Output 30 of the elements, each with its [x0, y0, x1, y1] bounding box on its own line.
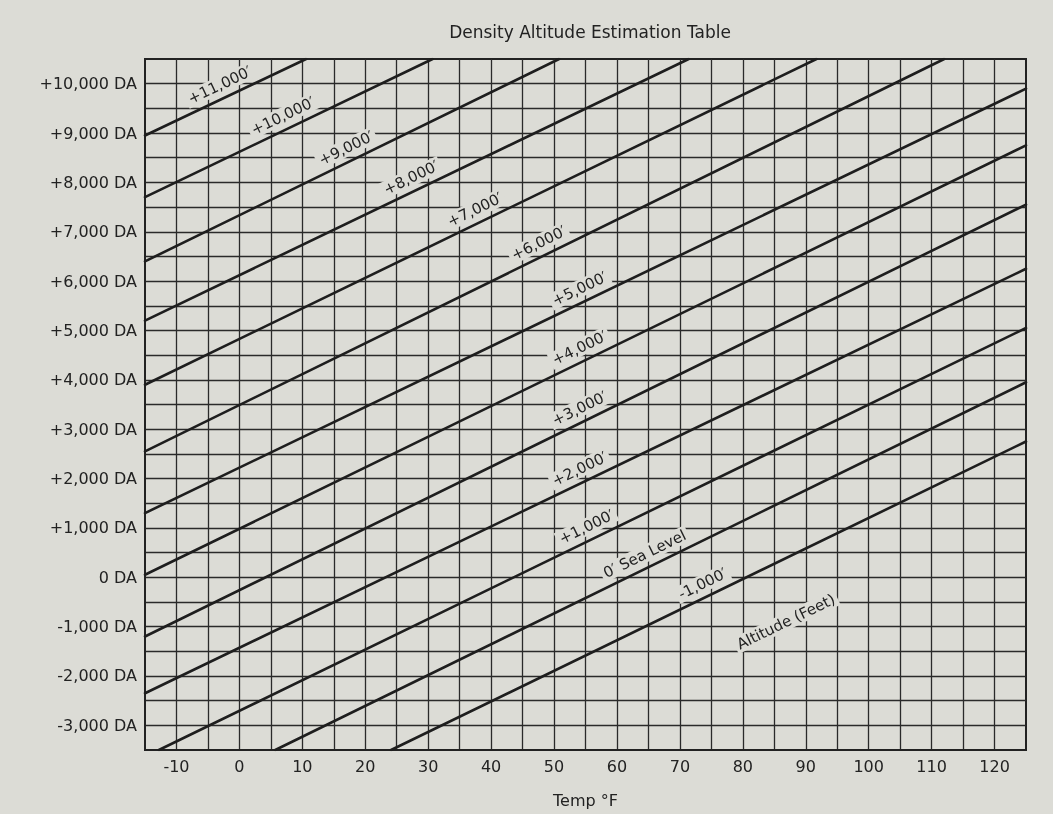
y-tick-label: +2,000 DA [49, 469, 138, 489]
y-tick-label: +10,000 DA [39, 74, 138, 94]
y-tick-label: +3,000 DA [49, 419, 138, 439]
x-tick-label: 80 [732, 756, 753, 776]
x-tick-label: 60 [606, 756, 628, 776]
y-tick-label: -3,000 DA [57, 715, 138, 735]
x-tick-label: 30 [418, 756, 439, 776]
y-tick-label: -2,000 DA [57, 666, 138, 686]
y-tick-label: +8,000 DA [49, 172, 138, 192]
x-tick-label: -10 [163, 756, 190, 776]
x-tick-label: 70 [669, 756, 691, 776]
x-tick-label: 110 [916, 756, 947, 776]
y-tick-label: +1,000 DA [49, 518, 138, 538]
y-tick-label: +4,000 DA [49, 370, 138, 390]
y-tick-label: 0 DA [98, 567, 138, 587]
chart-title: Density Altitude Estimation Table [449, 21, 731, 42]
x-tick-label: 20 [355, 756, 376, 776]
x-tick-label: 0 [234, 756, 245, 776]
y-tick-label: -1,000 DA [57, 617, 138, 637]
y-tick-label: +5,000 DA [49, 320, 138, 340]
x-tick-label: 100 [853, 756, 884, 776]
y-tick-label: +7,000 DA [49, 222, 138, 242]
x-tick-label: 90 [795, 756, 816, 776]
y-tick-label: +6,000 DA [49, 271, 138, 291]
x-tick-label: 120 [979, 756, 1010, 776]
x-tick-label: 40 [480, 756, 502, 776]
x-axis-title: Temp °F [552, 790, 618, 810]
x-tick-label: 10 [292, 756, 313, 776]
y-tick-label: +9,000 DA [49, 123, 138, 143]
x-tick-label: 50 [543, 756, 565, 776]
